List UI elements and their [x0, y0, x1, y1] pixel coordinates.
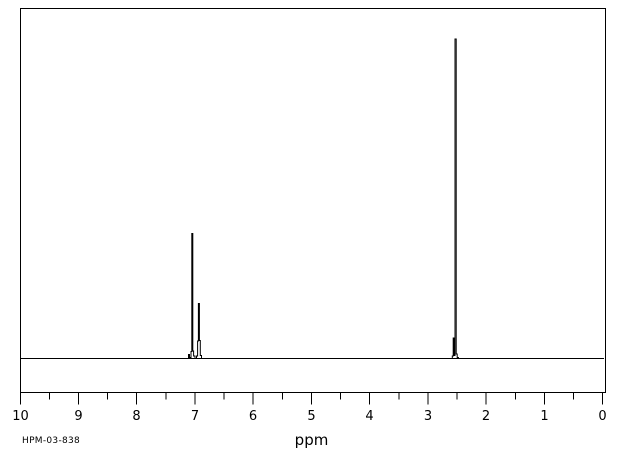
axis-tick-label: 8: [132, 409, 140, 424]
ppm-axis-major-ticks: [20, 392, 603, 405]
sample-id-label: HPM-03-838: [22, 436, 80, 446]
axis-tick-label: 9: [74, 409, 82, 424]
axis-tick-label: 0: [598, 409, 606, 424]
axis-tick-label: 4: [365, 409, 373, 424]
axis-tick-label: 10: [12, 409, 29, 424]
ppm-axis-tick-labels: 10 9 8 7 6 5 4 3 2 1 0: [12, 409, 606, 424]
ppm-axis-unit-label: ppm: [295, 431, 329, 449]
axis-tick-label: 7: [191, 409, 199, 424]
axis-tick-label: 6: [249, 409, 257, 424]
axis-tick-label: 2: [482, 409, 490, 424]
axis-tick-label: 1: [540, 409, 548, 424]
spectrum-trace: [186, 38, 461, 359]
plot-frame: [20, 8, 606, 393]
ppm-axis-minor-ticks: [49, 392, 574, 400]
axis-tick-label: 5: [307, 409, 315, 424]
axis-tick-label: 3: [424, 409, 432, 424]
